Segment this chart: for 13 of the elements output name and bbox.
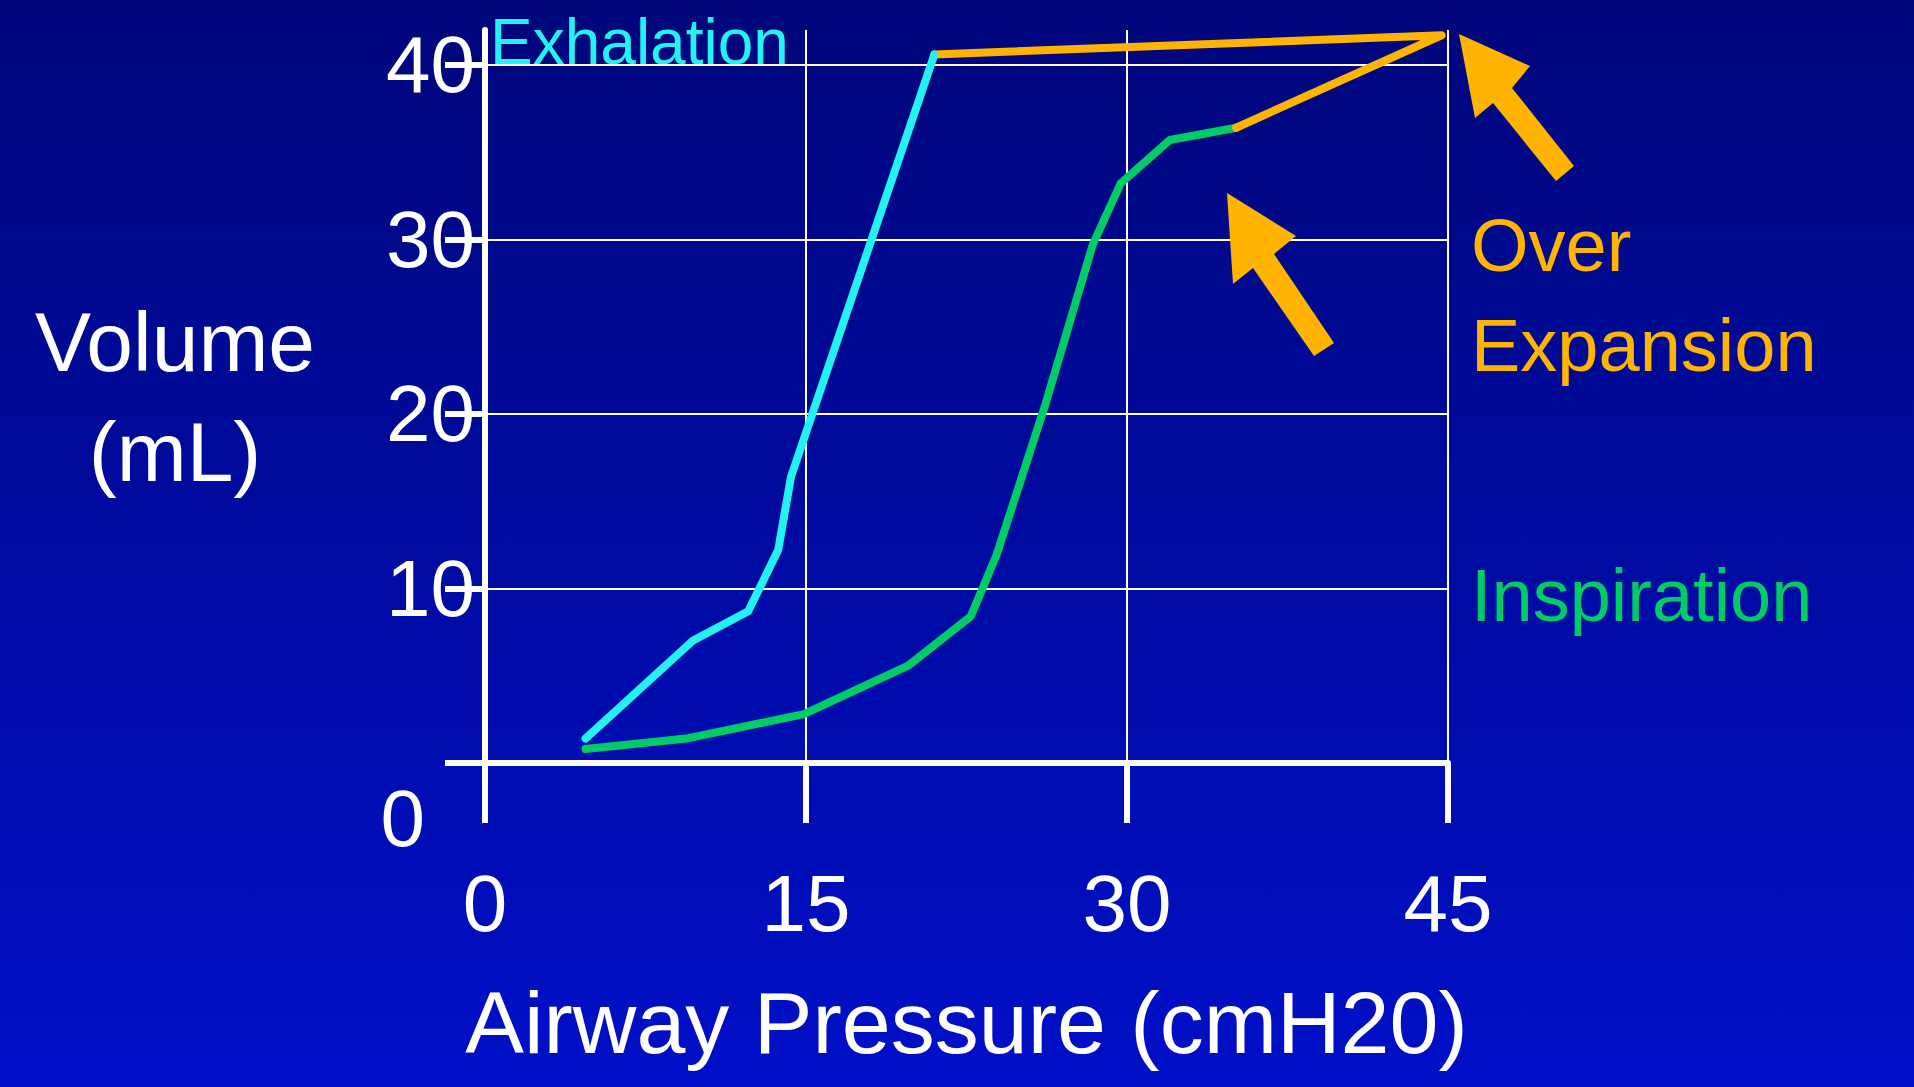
- y-tick-label: 0: [380, 773, 425, 863]
- y-tick-label: 30: [386, 194, 475, 284]
- y-tick-label: 20: [386, 369, 475, 459]
- text: Inspiration: [1471, 553, 1813, 637]
- legend-label: Over Expansion: [1471, 203, 1817, 387]
- y-axis-title: Volume (mL): [34, 294, 316, 499]
- x-tick-label: 30: [1082, 858, 1172, 948]
- text: Exhalation: [490, 6, 789, 78]
- x-tick-label: 45: [1403, 858, 1493, 948]
- y-tick-label: 40: [386, 20, 475, 110]
- x-tick-label: 15: [761, 858, 851, 948]
- x-axis-title: Airway Pressure (cmH20): [465, 972, 1468, 1072]
- y-tick-label: 10: [386, 543, 475, 633]
